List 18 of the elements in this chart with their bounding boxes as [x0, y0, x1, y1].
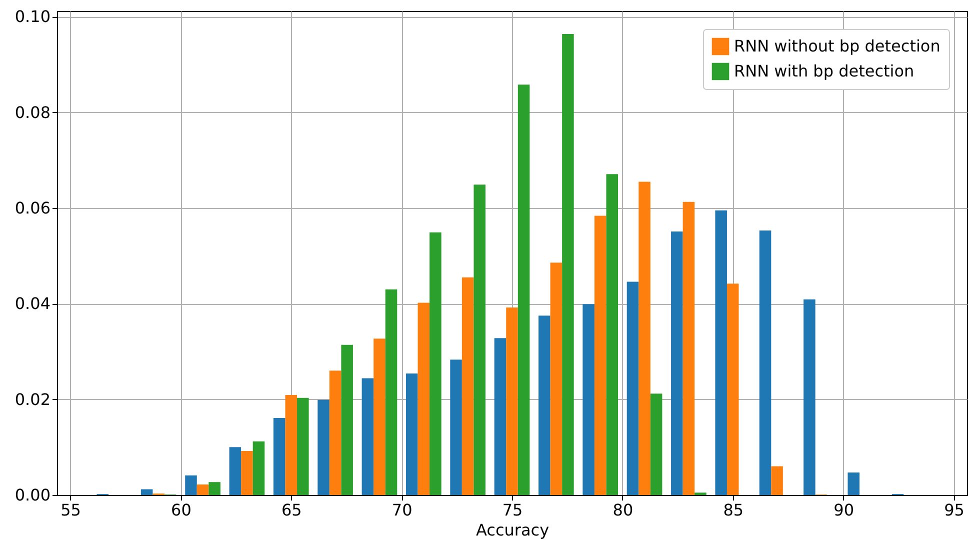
y-tick-label: 0.10 [14, 7, 50, 26]
x-tick-label: 75 [502, 500, 523, 520]
x-tick-label: 95 [944, 500, 964, 520]
x-tick-label: 90 [834, 500, 854, 520]
x-axis-title: Accuracy [476, 520, 550, 540]
x-tick-label: 85 [723, 500, 744, 520]
y-tick-label: 0.00 [14, 486, 50, 504]
x-tick-label: 80 [612, 500, 634, 520]
y-tick-label: 0.02 [14, 390, 50, 409]
x-tick-label: 70 [392, 500, 412, 520]
x-tick-label: 65 [281, 500, 302, 520]
x-tick-label: 60 [171, 500, 192, 520]
y-tick-label: 0.08 [14, 102, 50, 122]
y-tick-label: 0.06 [14, 198, 50, 218]
y-tick-label: 0.04 [14, 294, 50, 314]
x-tick-label: 55 [60, 500, 81, 520]
legend-label: RNN without bp detection [734, 36, 940, 56]
legend-label: RNN with bp detection [734, 62, 914, 80]
